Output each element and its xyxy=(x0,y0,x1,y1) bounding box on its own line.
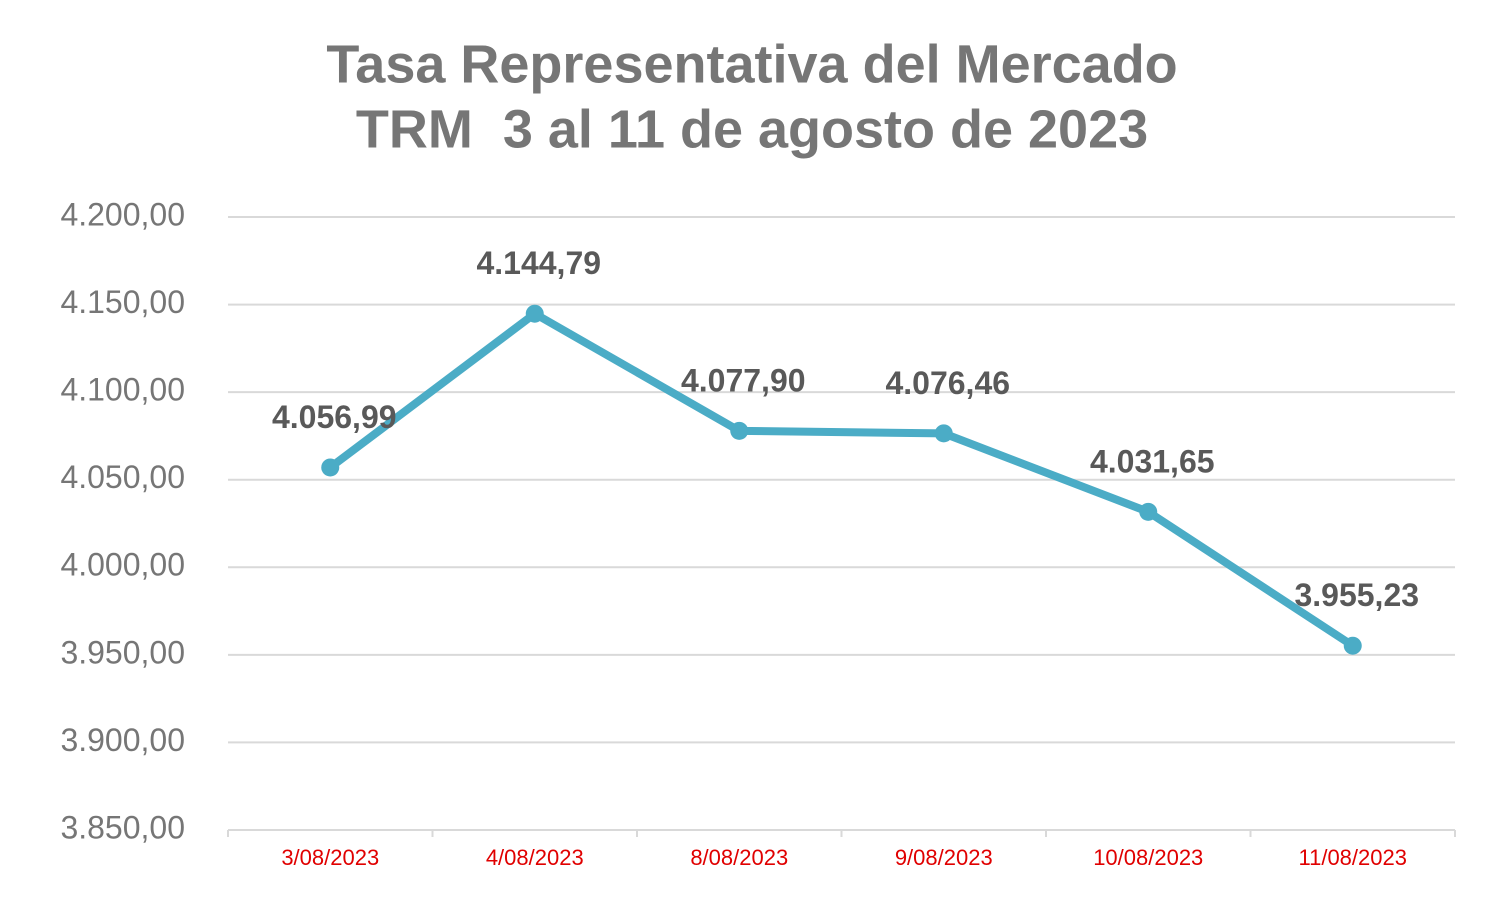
line xyxy=(327,309,1355,650)
x-tick-label: 10/08/2023 xyxy=(1093,845,1203,870)
y-tick-label: 4.150,00 xyxy=(60,284,185,320)
marker xyxy=(730,421,749,440)
data-label: 4.144,79 xyxy=(476,245,601,281)
data-label: 4.056,99 xyxy=(272,399,397,435)
chart-title: Tasa Representativa del Mercado xyxy=(326,34,1177,94)
marker xyxy=(1343,636,1362,655)
y-tick-label: 4.100,00 xyxy=(60,372,185,408)
x-tick-label: 8/08/2023 xyxy=(690,845,788,870)
chart-title: TRM 3 al 11 de agosto de 2023 xyxy=(356,99,1148,159)
marker xyxy=(934,424,953,443)
x-tick-label: 4/08/2023 xyxy=(486,845,584,870)
x-tick-label: 3/08/2023 xyxy=(281,845,379,870)
y-tick-label: 3.950,00 xyxy=(60,634,185,670)
marker xyxy=(525,304,544,323)
data-label: 3.955,23 xyxy=(1294,577,1419,613)
x-tick-label: 9/08/2023 xyxy=(895,845,993,870)
x-tick-label: 11/08/2023 xyxy=(1299,845,1407,870)
data-label: 4.077,90 xyxy=(681,362,806,398)
y-tick-label: 4.050,00 xyxy=(60,459,185,495)
data-label: 4.076,46 xyxy=(885,365,1010,401)
y-tick-label: 3.900,00 xyxy=(60,722,185,758)
y-tick-label: 3.850,00 xyxy=(60,809,185,845)
marker xyxy=(321,458,340,477)
marker xyxy=(1139,502,1158,521)
y-tick-label: 4.200,00 xyxy=(60,196,185,232)
y-tick-label: 4.000,00 xyxy=(60,547,185,583)
data-label: 4.031,65 xyxy=(1090,443,1215,479)
